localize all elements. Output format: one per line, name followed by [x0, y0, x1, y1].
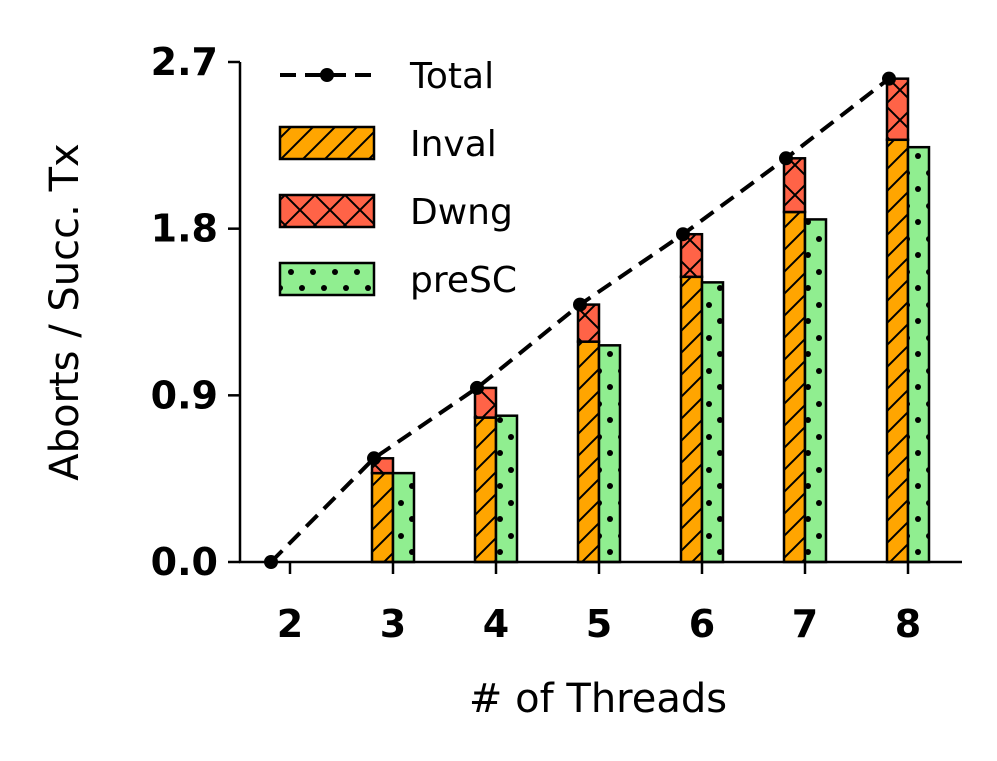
total-marker-7 — [779, 151, 793, 166]
x-tick-label-5: 5 — [586, 602, 612, 646]
bar-inval-8 — [885, 138, 910, 564]
bar-presc-3 — [391, 471, 416, 564]
x-tick-label-4: 4 — [483, 602, 509, 646]
axes-layer: 0.0 0.9 1.8 2.7 2 3 4 5 6 7 8 — [151, 40, 962, 646]
bar-presc-4 — [494, 414, 519, 564]
y-axis-title: Aborts / Succ. Tx — [42, 143, 88, 480]
legend-item-inval: Inval — [278, 124, 497, 165]
bar-dwng-4 — [473, 386, 498, 419]
legend-label-total: Total — [409, 56, 494, 97]
total-marker-4 — [470, 380, 484, 395]
total-marker-6 — [676, 227, 690, 242]
bar-dwng-8 — [885, 77, 910, 142]
total-marker-8 — [882, 71, 896, 86]
y-tick-label-0.0: 0.0 — [151, 540, 218, 584]
bar-presc-6 — [700, 281, 725, 564]
y-tick-label-1.8: 1.8 — [151, 207, 218, 251]
total-line-layer — [264, 71, 896, 569]
bar-inval-4 — [473, 416, 498, 564]
total-marker-3 — [367, 451, 381, 466]
legend-item-total: Total — [280, 56, 494, 97]
x-tick-label-7: 7 — [792, 602, 818, 646]
y-tick-label-0.9: 0.9 — [151, 373, 218, 417]
legend-label-dwng: Dwng — [410, 192, 513, 233]
x-tick-label-3: 3 — [380, 602, 406, 646]
legend: Total Inval Dwng preSC — [278, 56, 517, 301]
legend-item-presc: preSC — [278, 260, 517, 301]
x-axis-title: # of Threads — [469, 676, 727, 722]
x-tick-label-8: 8 — [895, 602, 921, 646]
legend-label-presc: preSC — [410, 260, 517, 301]
legend-label-inval: Inval — [410, 124, 497, 165]
bar-inval-7 — [782, 210, 807, 564]
x-tick-label-2: 2 — [277, 602, 303, 646]
bar-inval-6 — [679, 275, 704, 564]
bar-presc-8 — [906, 145, 931, 564]
bar-inval-3 — [370, 471, 395, 564]
bar-dwng-6 — [679, 232, 704, 279]
bar-dwng-7 — [782, 157, 807, 214]
y-tick-label-2.7: 2.7 — [151, 40, 218, 84]
x-tick-label-6: 6 — [689, 602, 715, 646]
bar-inval-5 — [576, 340, 601, 564]
bar-dwng-5 — [576, 303, 601, 343]
total-marker-5 — [573, 297, 587, 312]
legend-item-dwng: Dwng — [278, 192, 513, 233]
bar-presc-7 — [803, 218, 828, 564]
bar-presc-5 — [597, 344, 622, 564]
